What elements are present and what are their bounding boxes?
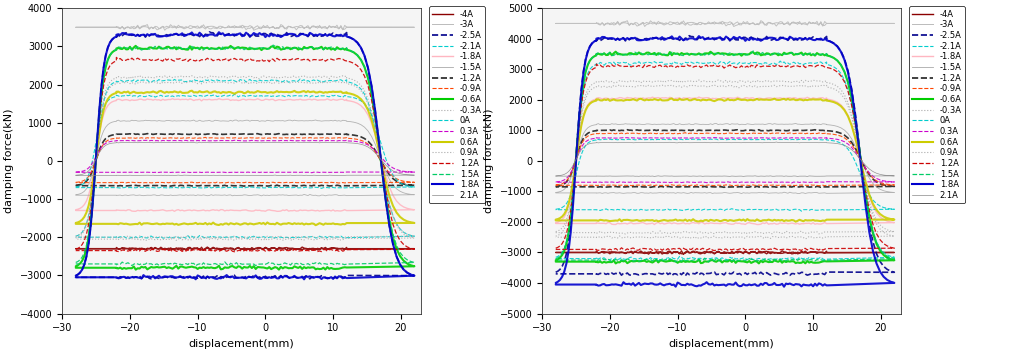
Legend: -4A, -3A, -2.5A, -2.1A, -1.8A, -1.5A, -1.2A, -0.9A, -0.6A, -0.3A, 0A, 0.3A, 0.6A: -4A, -3A, -2.5A, -2.1A, -1.8A, -1.5A, -1… — [909, 6, 965, 203]
Y-axis label: damping force(kN): damping force(kN) — [4, 109, 14, 213]
X-axis label: displacement(mm): displacement(mm) — [188, 339, 295, 349]
X-axis label: displacement(mm): displacement(mm) — [669, 339, 774, 349]
Legend: -4A, -3A, -2.5A, -2.1A, -1.8A, -1.5A, -1.2A, -0.9A, -0.6A, -0.3A, 0A, 0.3A, 0.6A: -4A, -3A, -2.5A, -2.1A, -1.8A, -1.5A, -1… — [429, 6, 485, 203]
Y-axis label: damping force(kN): damping force(kN) — [484, 109, 495, 213]
